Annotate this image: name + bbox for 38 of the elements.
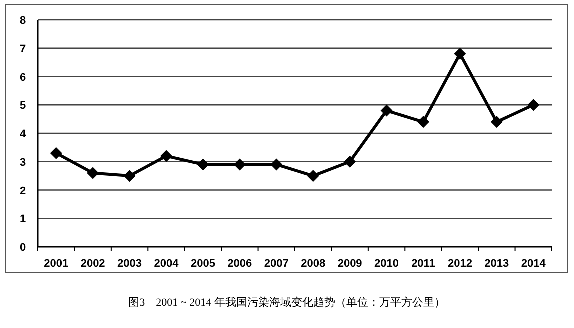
point bbox=[50, 147, 62, 160]
x-tick-label: 2003 bbox=[118, 258, 142, 270]
x-tick-label: 2012 bbox=[448, 258, 472, 270]
y-tick-label: 1 bbox=[20, 214, 26, 226]
y-tick-label: 7 bbox=[20, 43, 26, 56]
point bbox=[234, 158, 246, 171]
point bbox=[454, 48, 466, 60]
point bbox=[87, 167, 100, 180]
point bbox=[344, 156, 356, 168]
point bbox=[124, 170, 136, 182]
x-tick-label: 2004 bbox=[154, 258, 180, 270]
x-tick-label: 2005 bbox=[190, 258, 216, 270]
caption: 图3 2001 ~ 2014 年我国污染海域变化趋势（单位：万平方公里） bbox=[128, 296, 446, 309]
y-tick-label: 2 bbox=[20, 185, 26, 198]
point bbox=[418, 116, 430, 128]
x-tick-label: 2007 bbox=[264, 258, 289, 270]
point bbox=[528, 99, 540, 112]
y-tick-label: 4 bbox=[20, 128, 27, 140]
y-tick-label: 3 bbox=[20, 156, 26, 169]
y-tick-label: 8 bbox=[20, 15, 26, 27]
x-tick-label: 2010 bbox=[374, 258, 400, 270]
y-tick-label: 0 bbox=[20, 242, 26, 254]
point bbox=[160, 150, 172, 162]
point bbox=[490, 116, 503, 128]
x-tick-label: 2002 bbox=[80, 258, 106, 270]
x-tick-label: 2006 bbox=[228, 258, 252, 270]
point bbox=[380, 104, 393, 117]
x-tick-label: 2001 bbox=[44, 258, 69, 270]
x-tick-label: 2011 bbox=[412, 258, 436, 270]
point bbox=[197, 158, 210, 171]
x-tick-label: 2014 bbox=[521, 258, 547, 270]
y-tick-label: 6 bbox=[20, 72, 26, 84]
point bbox=[307, 170, 320, 182]
point bbox=[270, 158, 283, 171]
x-tick-label: 2008 bbox=[301, 258, 326, 270]
y-tick-label: 5 bbox=[20, 100, 26, 112]
x-tick-label: 2013 bbox=[484, 258, 510, 270]
x-tick-label: 2009 bbox=[338, 258, 362, 270]
